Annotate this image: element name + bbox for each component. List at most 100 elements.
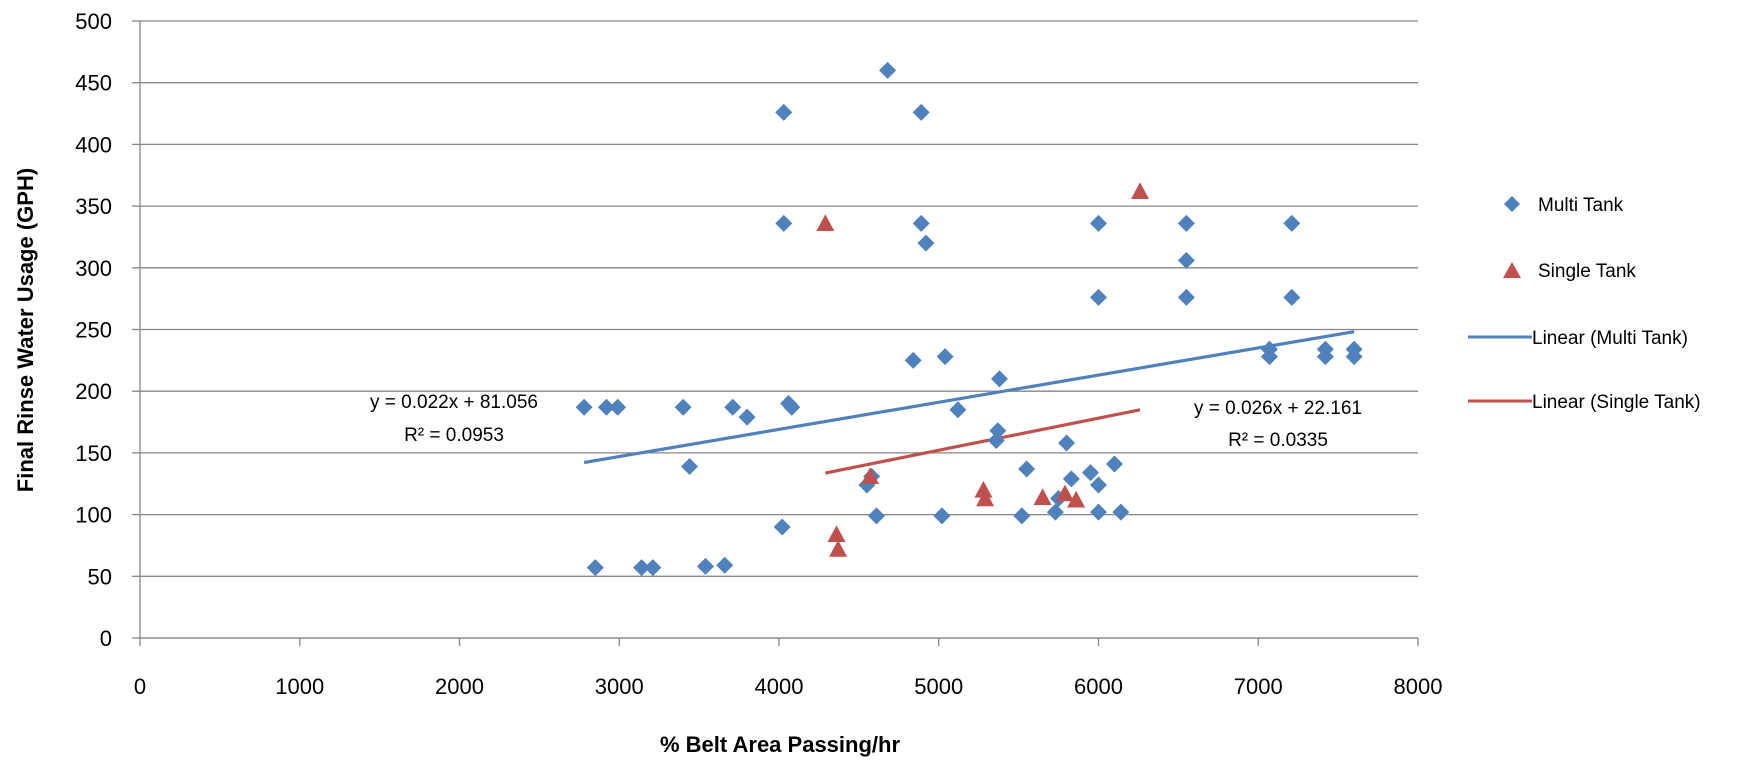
- single-tank-point: [1131, 182, 1150, 199]
- x-tick-label: 3000: [595, 674, 644, 699]
- multi-tank-point: [633, 559, 651, 577]
- multi-tank-point: [1090, 476, 1107, 494]
- y-tick-label: 100: [75, 503, 112, 528]
- multi-tank-point: [1177, 251, 1195, 269]
- multi-tank-equation: y = 0.022x + 81.056: [370, 392, 538, 413]
- multi-tank-point: [1316, 348, 1334, 366]
- y-tick-label: 0: [100, 626, 112, 651]
- multi-tank-point: [1283, 288, 1301, 306]
- trendlines: [583, 330, 1355, 475]
- single-tank-point: [861, 467, 880, 484]
- multi-tank-point: [917, 234, 935, 252]
- multi-tank-point: [1177, 214, 1195, 232]
- x-tick-label: 8000: [1394, 674, 1443, 699]
- multi-tank-r2: R² = 0.0953: [404, 425, 504, 446]
- multi-tank-point: [1177, 288, 1195, 306]
- multi-tank-point: [575, 398, 593, 416]
- x-tick-label: 5000: [914, 674, 963, 699]
- legend-item-multi-tank: Multi Tank: [1504, 195, 1624, 216]
- multi-tank-point: [1082, 464, 1100, 482]
- y-tick-label: 200: [75, 379, 112, 404]
- single-tank-point: [1033, 488, 1052, 505]
- axis-titles: % Belt Area Passing/hr Final Rinse Water…: [13, 168, 900, 757]
- multi-tank-point: [1046, 503, 1064, 521]
- x-tick-label: 0: [134, 674, 146, 699]
- single-tank-point: [976, 489, 995, 507]
- y-tick-label: 450: [75, 71, 112, 96]
- legend-diamond-marker: [1504, 196, 1520, 212]
- legend-label-linear-single: Linear (Single Tank): [1532, 392, 1701, 413]
- multi-tank-point: [724, 398, 742, 416]
- legend-item-linear-multi: Linear (Multi Tank): [1468, 328, 1688, 349]
- multi-tank-point: [1013, 507, 1031, 525]
- y-axis-title: Final Rinse Water Usage (GPH): [13, 168, 38, 492]
- y-tick-label: 350: [75, 194, 112, 219]
- multi-tank-point: [783, 398, 801, 416]
- single-tank-point: [816, 214, 835, 232]
- multi-tank-point: [1283, 214, 1301, 232]
- single-tank-equation: y = 0.026x + 22.161: [1194, 398, 1362, 419]
- multi-tank-point: [586, 559, 604, 577]
- x-tick-label: 6000: [1074, 674, 1123, 699]
- y-tick-label: 50: [88, 564, 112, 589]
- single-tank-point: [829, 540, 848, 557]
- legend-label-multi-tank: Multi Tank: [1538, 195, 1624, 216]
- legend: Multi Tank Single Tank Linear (Multi Tan…: [1468, 195, 1701, 413]
- multi-tank-point: [936, 348, 954, 366]
- single-tank-point: [1055, 484, 1074, 502]
- multi-tank-point: [1058, 434, 1076, 452]
- data-points: [575, 61, 1363, 577]
- multi-tank-point: [716, 556, 734, 574]
- multi-tank-point: [1345, 348, 1363, 366]
- single-tank-r2: R² = 0.0335: [1228, 430, 1328, 451]
- multi-tank-point: [1062, 470, 1080, 488]
- multi-tank-point: [697, 557, 715, 575]
- multi-tank-point: [949, 401, 967, 419]
- y-tick-label: 150: [75, 441, 112, 466]
- single-tank-point: [827, 525, 846, 542]
- y-tick-label: 500: [75, 9, 112, 34]
- gridlines: [140, 20, 1418, 639]
- legend-label-linear-multi: Linear (Multi Tank): [1532, 328, 1688, 349]
- x-tick-label: 4000: [755, 674, 804, 699]
- multi-tank-point: [912, 103, 930, 121]
- legend-item-single-tank: Single Tank: [1503, 261, 1636, 282]
- multi-tank-point: [597, 398, 615, 416]
- x-axis-title: % Belt Area Passing/hr: [660, 732, 900, 757]
- multi-tank-point: [904, 351, 922, 369]
- trendline-single-tank: [825, 408, 1141, 475]
- multi-tank-point: [1090, 214, 1107, 232]
- x-tick-label: 7000: [1234, 674, 1283, 699]
- y-tick-label: 250: [75, 318, 112, 343]
- multi-tank-point: [738, 408, 756, 426]
- multi-tank-point: [1105, 455, 1123, 473]
- multi-tank-point: [989, 422, 1007, 440]
- multi-tank-point: [1018, 460, 1036, 478]
- multi-tank-point: [644, 559, 662, 577]
- multi-tank-point: [681, 457, 699, 475]
- y-tick-label: 300: [75, 256, 112, 281]
- multi-tank-point: [912, 214, 930, 232]
- x-tick-label: 1000: [275, 674, 324, 699]
- multi-tank-point: [879, 61, 897, 79]
- multi-tank-point: [775, 214, 793, 232]
- multi-tank-point: [1260, 348, 1278, 366]
- multi-tank-point: [674, 398, 692, 416]
- legend-item-linear-single: Linear (Single Tank): [1468, 392, 1701, 413]
- trendline-annotations: y = 0.022x + 81.056 R² = 0.0953 y = 0.02…: [370, 392, 1362, 451]
- multi-tank-point: [990, 370, 1008, 388]
- multi-tank-point: [1112, 503, 1130, 521]
- legend-label-single-tank: Single Tank: [1538, 261, 1636, 282]
- single-tank-point: [1067, 490, 1086, 508]
- multi-tank-point: [773, 518, 791, 536]
- multi-tank-point: [1090, 288, 1107, 306]
- multi-tank-point: [609, 398, 627, 416]
- multi-tank-point: [867, 507, 885, 525]
- multi-tank-point: [933, 507, 951, 525]
- multi-tank-point: [775, 103, 793, 121]
- multi-tank-point: [1090, 503, 1107, 521]
- trendline-multi-tank: [583, 330, 1355, 465]
